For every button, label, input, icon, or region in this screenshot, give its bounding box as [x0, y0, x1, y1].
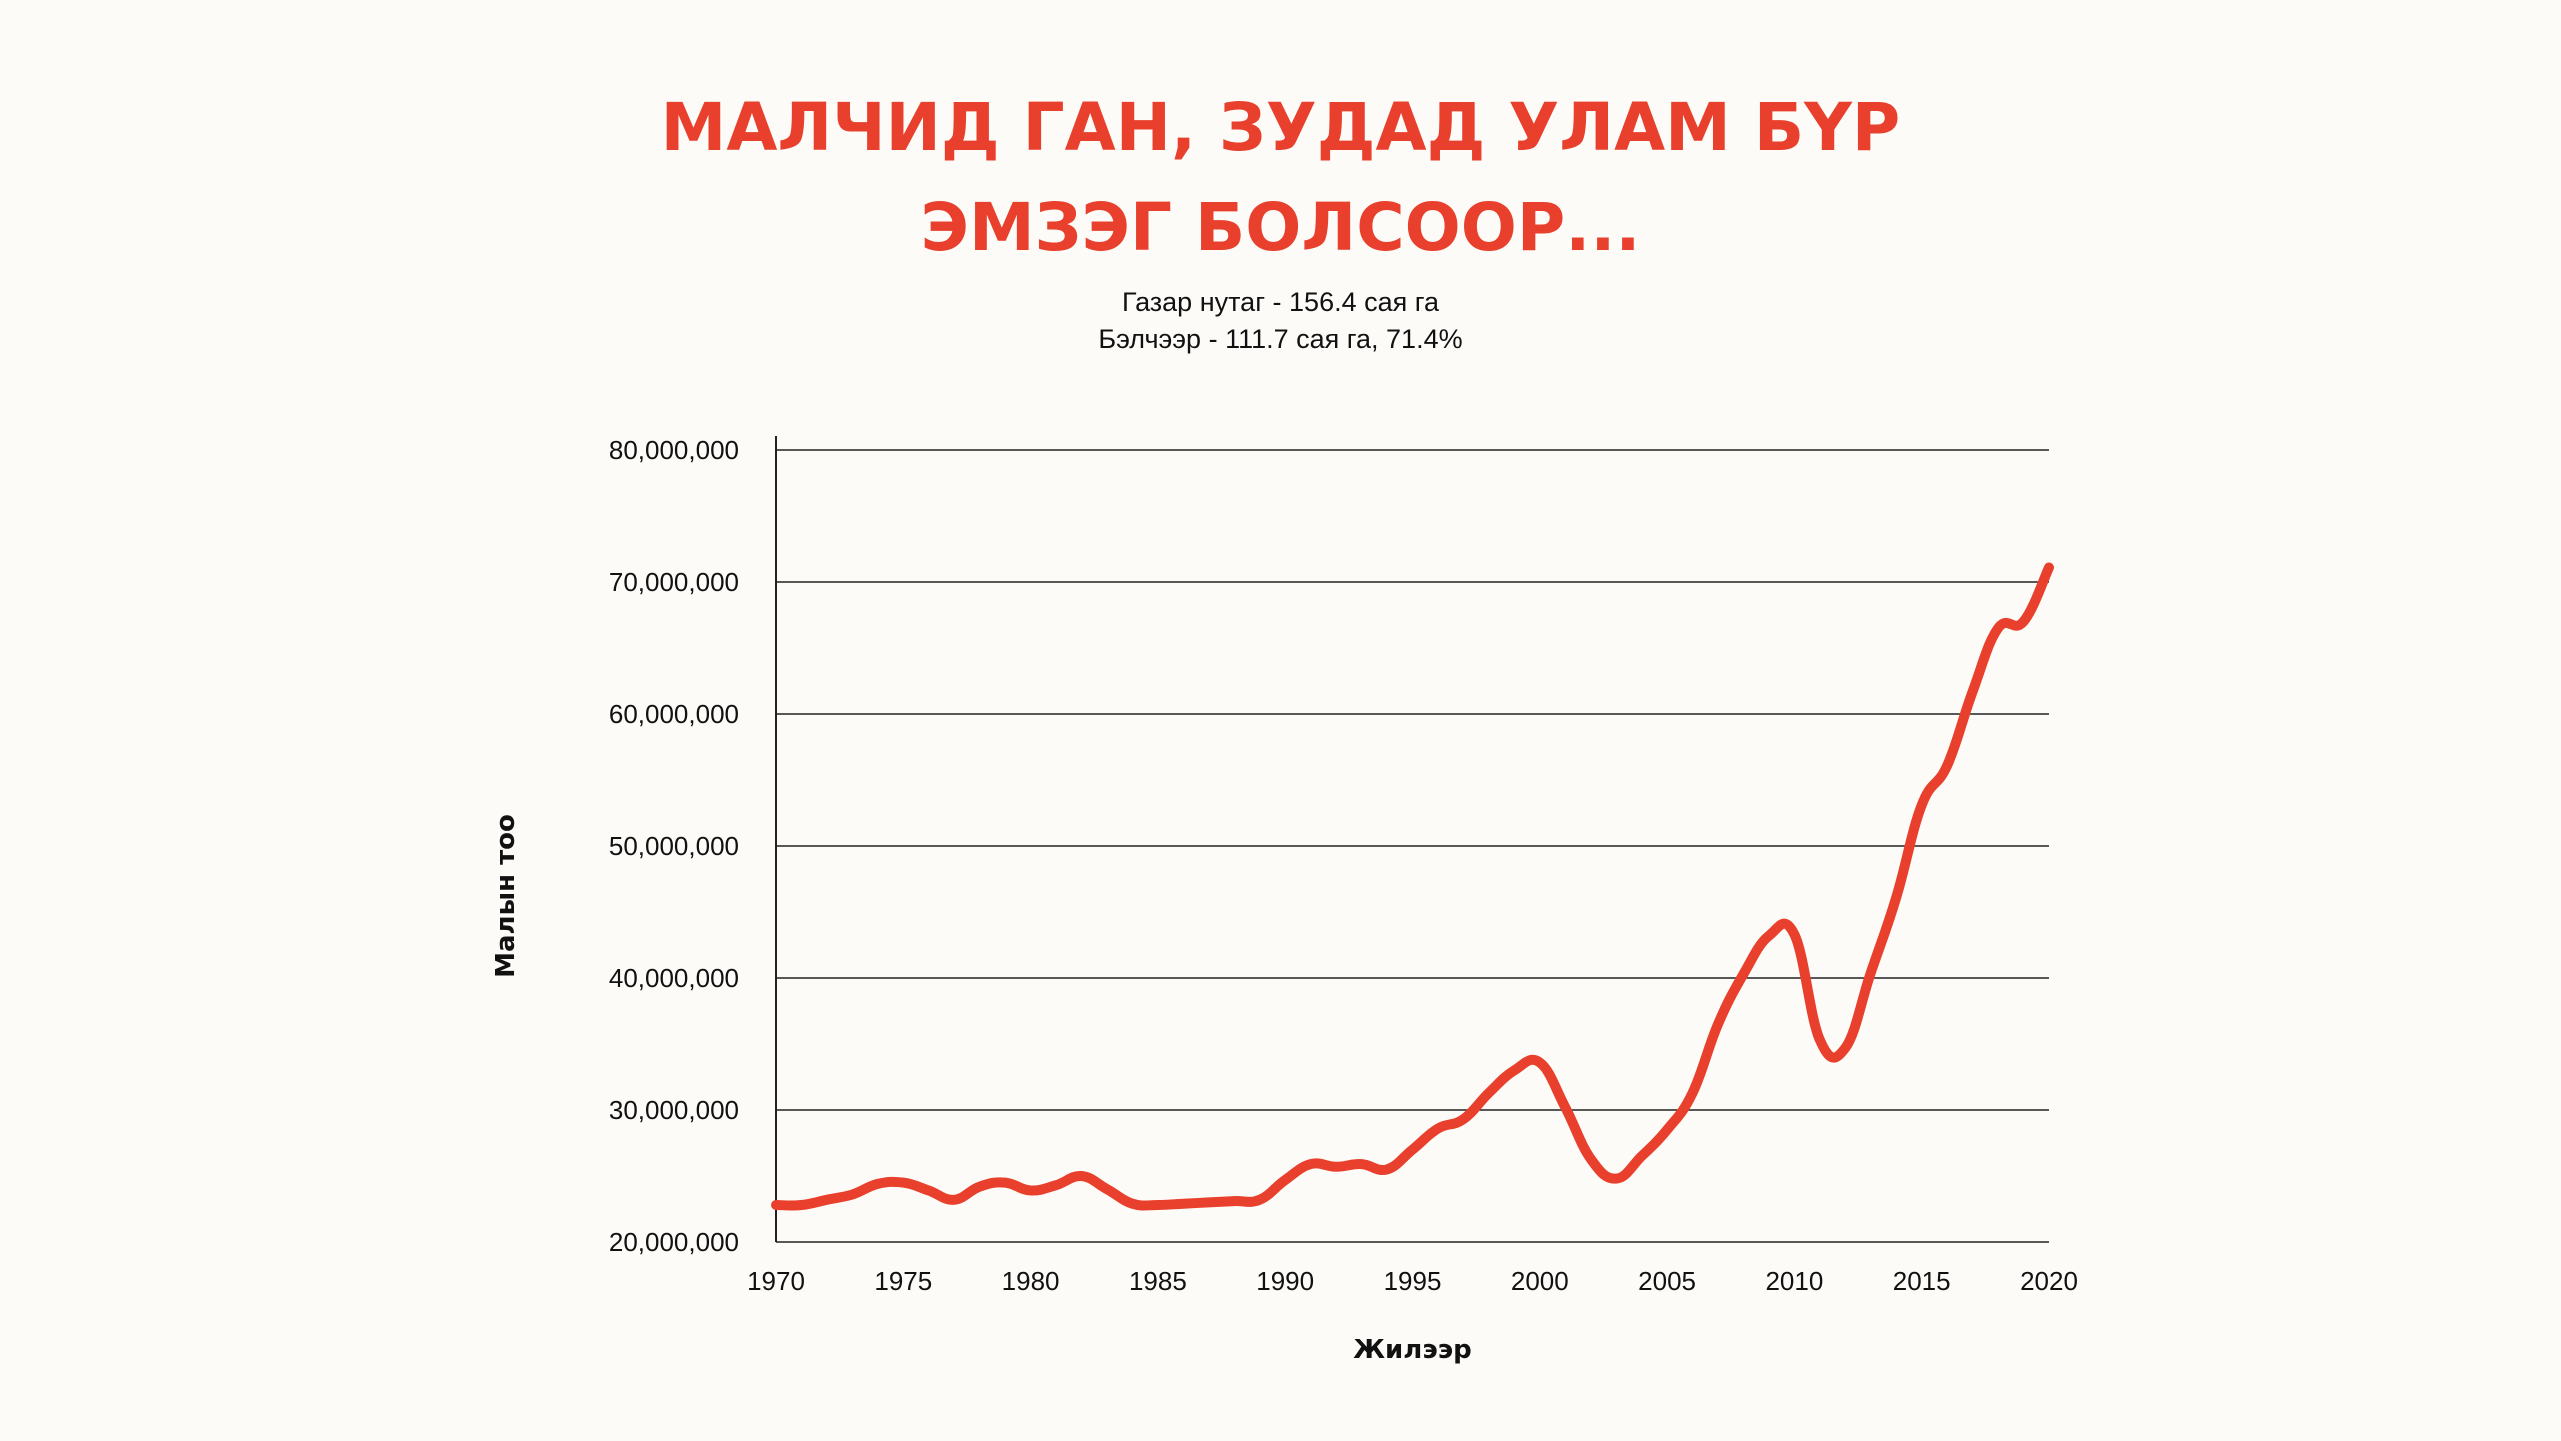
- y-tick-label: 40,000,000: [609, 963, 739, 993]
- chart-title-line-2: ЭМЗЭГ БОЛСООР...: [920, 189, 1641, 266]
- x-tick-label: 1975: [874, 1266, 932, 1296]
- x-tick-label: 2020: [2020, 1266, 2078, 1296]
- y-tick-label: 20,000,000: [609, 1227, 739, 1257]
- x-tick-label: 1980: [1002, 1266, 1060, 1296]
- x-tick-label: 2000: [1511, 1266, 1569, 1296]
- y-axis-title: Малын тоо: [491, 814, 521, 978]
- gridlines: [776, 449, 2049, 1243]
- x-tick-labels: 1970 1975 1980 1985 1990 1995 2000 2005 2010 2015…: [747, 1266, 2078, 1296]
- x-tick-label: 2005: [1638, 1266, 1696, 1296]
- x-tick-label: 1985: [1129, 1266, 1187, 1296]
- y-tick-label: 50,000,000: [609, 831, 739, 861]
- chart-subtitle: Газар нутаг - 156.4 сая га Бэлчээр - 111…: [0, 284, 2561, 358]
- subtitle-line-pasture: Бэлчээр - 111.7 сая га, 71.4%: [1098, 324, 1463, 354]
- x-tick-label: 2015: [1893, 1266, 1951, 1296]
- livestock-series-line: [771, 562, 2054, 1211]
- y-tick-label: 30,000,000: [609, 1095, 739, 1125]
- x-tick-label: 1990: [1256, 1266, 1314, 1296]
- chart-title-line-1: МАЛЧИД ГАН, ЗУДАД УЛАМ БҮР: [660, 89, 1901, 166]
- x-axis-title: Жилээр: [1353, 1335, 1472, 1365]
- y-tick-label: 70,000,000: [609, 567, 739, 597]
- y-tick-label: 80,000,000: [609, 435, 739, 465]
- y-tick-label: 60,000,000: [609, 699, 739, 729]
- x-tick-label: 2010: [1765, 1266, 1823, 1296]
- x-tick-label: 1995: [1384, 1266, 1442, 1296]
- y-tick-labels: 20,000,000 30,000,000 40,000,000 50,000,000…: [609, 435, 739, 1257]
- x-tick-label: 1970: [747, 1266, 805, 1296]
- chart-title: МАЛЧИД ГАН, ЗУДАД УЛАМ БҮР ЭМЗЭГ БОЛСООР…: [0, 78, 2561, 278]
- subtitle-line-land: Газар нутаг - 156.4 сая га: [1121, 287, 1440, 317]
